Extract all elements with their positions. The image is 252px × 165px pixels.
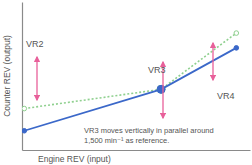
chart: Engine REV (input) Counter REV (output) VR… xyxy=(0,0,252,165)
x-axis-title: Engine REV (input) xyxy=(38,154,111,164)
axis-line xyxy=(22,3,23,151)
annotation: VR3 moves vertically in parallel around xyxy=(84,126,214,135)
line xyxy=(24,33,236,108)
marker xyxy=(157,85,165,93)
annotation: 1,500 min⁻¹ as reference. xyxy=(84,136,169,145)
y-axis xyxy=(22,3,23,151)
annotations: VR2 VR3 VR4 VR3 moves vertically in paralle… xyxy=(26,39,235,145)
marker xyxy=(234,46,239,51)
y-axis-title: Counter REV (output) xyxy=(2,35,12,117)
annotation: VR3 xyxy=(148,65,166,75)
annotation: VR2 xyxy=(26,39,44,49)
annotation: VR4 xyxy=(217,91,235,101)
line xyxy=(24,48,236,131)
marks xyxy=(22,31,239,133)
axis-line xyxy=(23,150,251,151)
marker xyxy=(234,31,239,36)
x-axis xyxy=(23,150,251,151)
arrow xyxy=(36,57,37,100)
marker xyxy=(22,106,27,111)
arrow xyxy=(212,43,213,80)
plot xyxy=(22,3,251,151)
marker xyxy=(22,128,27,133)
marker xyxy=(157,85,165,93)
